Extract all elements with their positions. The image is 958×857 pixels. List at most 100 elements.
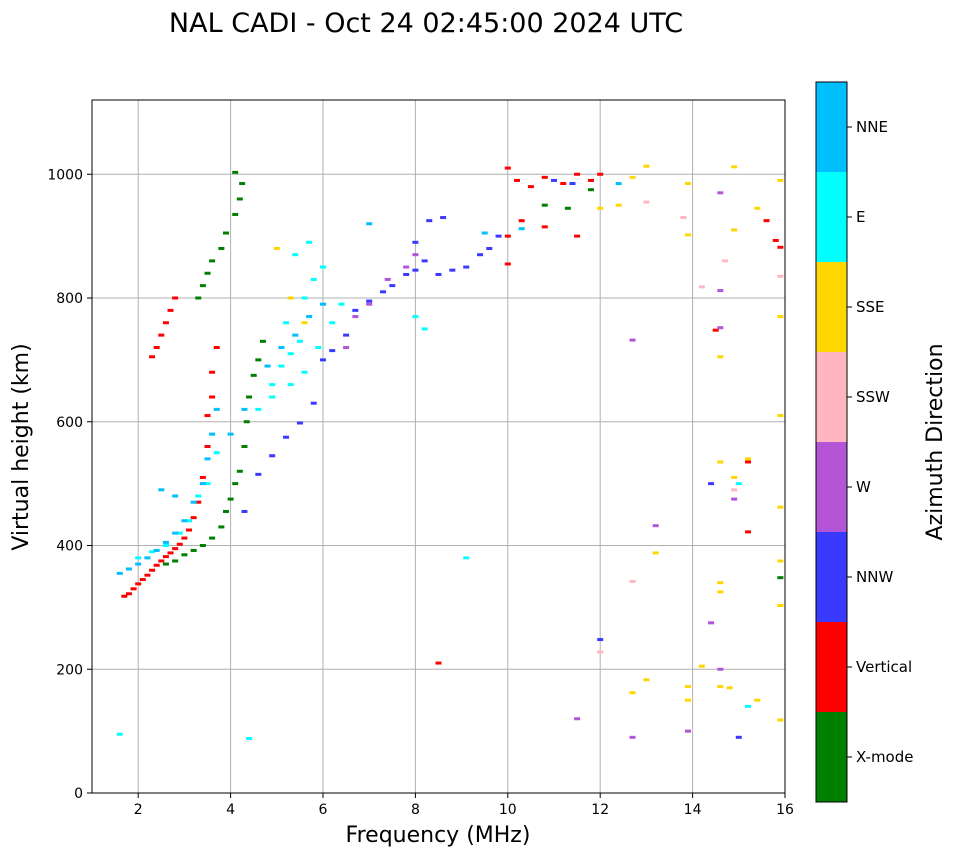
data-point-e [301, 296, 308, 300]
data-point-e [287, 383, 294, 387]
data-point-x-mode [232, 212, 239, 216]
data-point-sse [717, 685, 724, 689]
data-point-vertical [514, 178, 521, 182]
data-point-vertical [504, 166, 511, 170]
data-point-ssw [721, 259, 728, 263]
data-point-sse [717, 460, 724, 464]
data-point-nnw [283, 435, 290, 439]
data-point-x-mode [222, 509, 229, 513]
data-point-vertical [172, 296, 179, 300]
data-point-vertical [167, 551, 174, 555]
data-point-x-mode [172, 559, 179, 563]
chart-title: NAL CADI - Oct 24 02:45:00 2024 UTC [169, 8, 683, 39]
data-point-vertical [213, 346, 220, 349]
data-point-nnw [435, 272, 442, 276]
data-point-e [329, 321, 336, 325]
data-point-nnw [735, 735, 742, 739]
data-point-x-mode [190, 548, 197, 552]
data-point-nnw [269, 454, 276, 458]
data-point-e [338, 302, 345, 306]
colorbar-segment [816, 352, 847, 442]
data-point-nne [481, 231, 488, 235]
data-point-e [255, 407, 262, 411]
data-point-nne [116, 571, 123, 575]
data-point-nne [162, 540, 169, 544]
data-point-vertical [712, 328, 719, 332]
data-point-w [717, 289, 724, 293]
data-point-x-mode [232, 170, 239, 174]
data-point-sse [777, 604, 784, 608]
data-points [116, 164, 784, 741]
data-point-vertical [149, 568, 156, 572]
data-point-e [421, 327, 428, 331]
data-point-nnw [296, 421, 303, 425]
data-point-e [320, 265, 326, 269]
colorbar-title: Azimuth Direction [923, 343, 948, 540]
data-point-nnw [486, 247, 493, 250]
data-point-vertical [560, 182, 567, 186]
data-point-nne [135, 562, 142, 566]
data-point-nne [213, 407, 220, 411]
data-point-w [684, 729, 691, 733]
data-point-nne [366, 222, 373, 226]
data-point-nne [153, 548, 160, 552]
data-point-nnw [329, 349, 336, 353]
data-point-e [735, 482, 742, 486]
data-point-nnw [412, 268, 419, 272]
colorbar-frame [815, 81, 848, 803]
data-point-sse [777, 315, 784, 319]
data-point-vertical [597, 172, 604, 176]
data-point-nne [172, 531, 179, 535]
data-point-vertical [135, 582, 142, 586]
data-point-vertical [186, 528, 193, 532]
data-point-nnw [477, 253, 484, 257]
data-point-vertical [435, 661, 442, 665]
data-point-sse [717, 590, 724, 594]
data-point-x-mode [209, 536, 216, 540]
data-point-e [162, 544, 169, 547]
data-point-w [629, 735, 636, 739]
data-point-e [301, 370, 308, 374]
colorbar-label: Vertical [856, 658, 912, 676]
data-point-vertical [204, 445, 211, 448]
data-point-ssw [629, 579, 636, 583]
data-point-nne [190, 500, 197, 504]
data-point-nnw [255, 472, 262, 476]
data-point-vertical [162, 555, 169, 559]
x-tick-label: 14 [684, 802, 702, 818]
data-point-e [292, 253, 299, 257]
data-point-sse [726, 686, 733, 690]
x-tick-label: 2 [134, 802, 143, 818]
data-point-w [343, 346, 350, 349]
data-point-vertical [195, 500, 202, 504]
data-point-vertical [541, 225, 548, 229]
colorbar-label: X-mode [856, 748, 913, 766]
data-point-w [717, 326, 724, 330]
y-tick-label: 800 [56, 291, 83, 307]
data-point-w [366, 302, 373, 306]
data-point-nnw [440, 216, 447, 220]
colorbar-segment [816, 712, 847, 802]
data-point-vertical [763, 219, 770, 223]
data-point-x-mode [204, 271, 211, 275]
data-point-vertical [541, 175, 548, 179]
data-point-e [745, 704, 752, 708]
data-point-vertical [144, 573, 151, 577]
data-point-nnw [569, 182, 576, 186]
data-point-vertical [204, 414, 211, 418]
data-point-x-mode [199, 544, 206, 547]
data-point-e [287, 352, 294, 356]
data-point-sse [754, 206, 761, 210]
data-point-sse [684, 182, 691, 186]
data-point-nne [227, 432, 234, 436]
data-point-x-mode [195, 296, 202, 300]
y-axis-label: Virtual height (km) [9, 343, 34, 550]
x-tick-label: 4 [226, 802, 235, 818]
data-point-nne [292, 333, 299, 337]
x-axis-ticks: 2 4 6 8 10 12 14 16 [134, 793, 794, 818]
colorbar-label: SSE [856, 298, 885, 316]
data-point-sse [684, 698, 691, 702]
data-point-x-mode [218, 247, 225, 250]
data-point-e [315, 346, 322, 349]
data-point-nnw [463, 265, 470, 269]
